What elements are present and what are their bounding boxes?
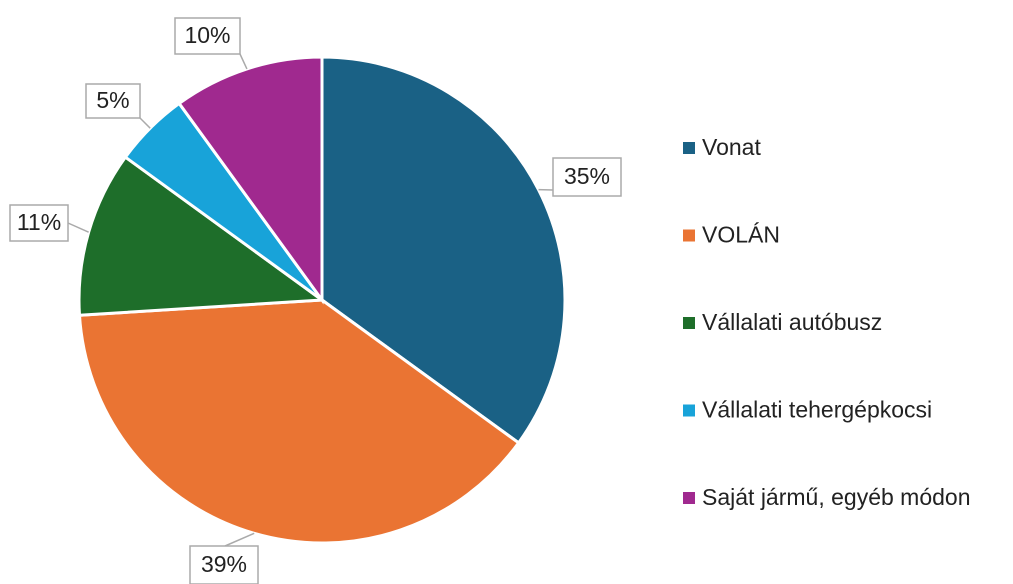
legend-swatch <box>683 317 695 329</box>
legend-swatch <box>683 492 695 504</box>
label-box <box>9 204 69 242</box>
leader-line <box>239 53 248 70</box>
data-label: 39% <box>201 551 247 577</box>
legend-label: Vállalati tehergépkocsi <box>702 397 932 423</box>
data-label: 5% <box>96 87 129 113</box>
label-box <box>552 157 622 197</box>
label-box <box>85 83 141 119</box>
leader-line <box>224 532 255 547</box>
leader-line <box>67 222 89 233</box>
leader-line <box>139 117 151 129</box>
legend-swatch <box>683 142 695 154</box>
data-label: 11% <box>17 209 61 235</box>
legend-label: VOLÁN <box>702 222 780 248</box>
legend-swatch <box>683 229 695 242</box>
legend-label: Saját jármű, egyéb módon <box>702 484 971 510</box>
label-box <box>189 545 259 584</box>
legend-swatch <box>683 404 695 417</box>
label-box <box>174 17 241 55</box>
legend-label: Vállalati autóbusz <box>702 309 882 335</box>
legend-label: Vonat <box>702 134 761 160</box>
data-label: 10% <box>184 22 230 48</box>
data-label: 35% <box>564 163 610 189</box>
pie-slice <box>77 155 327 317</box>
